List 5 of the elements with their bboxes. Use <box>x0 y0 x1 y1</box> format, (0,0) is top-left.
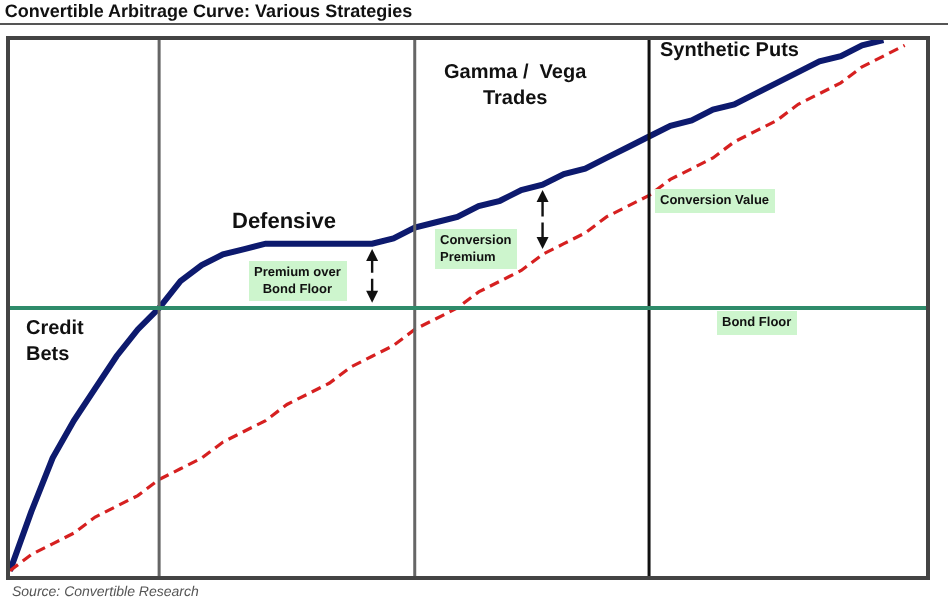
annotation: Gamma / Vega Trades <box>444 62 588 110</box>
annotation: Credit Bets <box>26 318 86 366</box>
annotation: Defensive <box>232 210 336 234</box>
chart-title: Convertible Arbitrage Curve: Various Strategies <box>4 0 413 21</box>
annotation: Synthetic Puts <box>660 40 800 62</box>
